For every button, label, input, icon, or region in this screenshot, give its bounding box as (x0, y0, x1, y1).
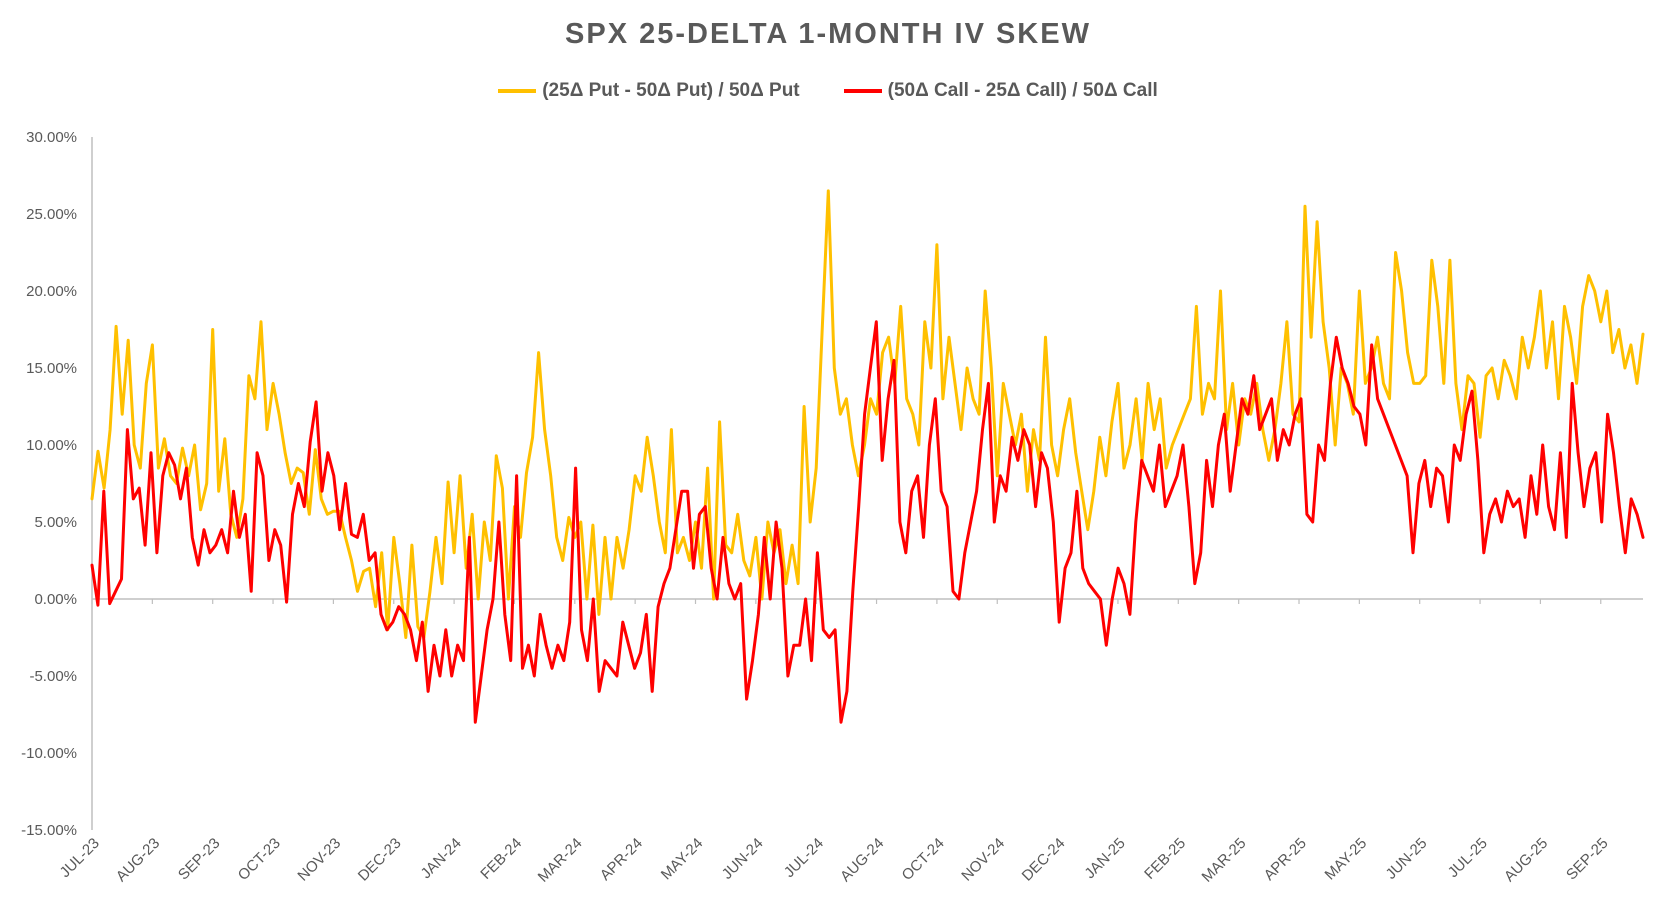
x-tick-label: MAR-24 (535, 835, 586, 886)
legend-item-put-skew: (25Δ Put - 50Δ Put) / 50Δ Put (498, 80, 800, 102)
x-tick-label: MAY-25 (1322, 835, 1371, 884)
chart-title: SPX 25-DELTA 1-MONTH IV SKEW (565, 18, 1091, 50)
legend-item-call-skew: (50Δ Call - 25Δ Call) / 50Δ Call (843, 80, 1158, 102)
legend-label-call-skew: (50Δ Call - 25Δ Call) / 50Δ Call (887, 80, 1158, 101)
y-tick-label: -15.00% (21, 822, 77, 839)
y-tick-label: 15.00% (26, 360, 77, 377)
x-tick-label: JUL-24 (781, 835, 827, 881)
x-tick-label: JAN-25 (1081, 835, 1128, 882)
x-tick-label: JUN-24 (719, 835, 767, 883)
x-tick-label: JAN-24 (418, 835, 465, 882)
x-tick-label: OCT-24 (899, 835, 948, 884)
legend-swatch-call-skew (843, 89, 882, 93)
x-tick-label: JUL-23 (57, 835, 103, 881)
x-tick-label: DEC-24 (1019, 835, 1069, 885)
y-tick-label: -5.00% (29, 668, 77, 685)
y-tick-label: 30.00% (26, 129, 77, 146)
y-tick-label: 10.00% (26, 437, 77, 454)
x-tick-label: MAR-25 (1199, 835, 1250, 886)
series-line-call-skew (90, 320, 1645, 724)
y-tick-label: -10.00% (21, 745, 77, 762)
x-tick-label: JUL-25 (1445, 835, 1491, 881)
x-tick-label: NOV-23 (294, 835, 344, 885)
legend-label-put-skew: (25Δ Put - 50Δ Put) / 50Δ Put (542, 80, 800, 101)
series-line-put-skew (90, 189, 1645, 639)
y-tick-label: 0.00% (34, 591, 77, 608)
x-tick-label: NOV-24 (958, 835, 1008, 885)
x-tick-label: JUN-25 (1383, 835, 1431, 883)
x-tick-label: DEC-23 (355, 835, 405, 885)
x-tick-label: SEP-23 (175, 835, 224, 884)
legend: (25Δ Put - 50Δ Put) / 50Δ Put (50Δ Call … (0, 80, 1656, 102)
x-tick-label: AUG-23 (113, 835, 163, 885)
x-tick-label: AUG-24 (837, 835, 887, 885)
x-tick-label: FEB-25 (1141, 835, 1189, 883)
y-tick-label: 20.00% (26, 283, 77, 300)
x-tick-label: APR-25 (1261, 835, 1310, 884)
series-lines (90, 189, 1645, 724)
legend-swatch-put-skew (498, 89, 537, 93)
y-axis: 30.00% 25.00% 20.00% 15.00% 10.00% 5.00% 0.00%… (21, 129, 93, 839)
y-tick-label: 25.00% (26, 206, 77, 223)
x-tick-label: AUG-25 (1501, 835, 1551, 885)
y-tick-label: 5.00% (34, 514, 77, 531)
x-tick-label: FEB-24 (477, 835, 525, 883)
x-tick-label: SEP-25 (1563, 835, 1612, 884)
x-tick-label: OCT-23 (235, 835, 284, 884)
x-tick-label: MAY-24 (658, 835, 707, 884)
x-tick-label: APR-24 (597, 835, 646, 884)
